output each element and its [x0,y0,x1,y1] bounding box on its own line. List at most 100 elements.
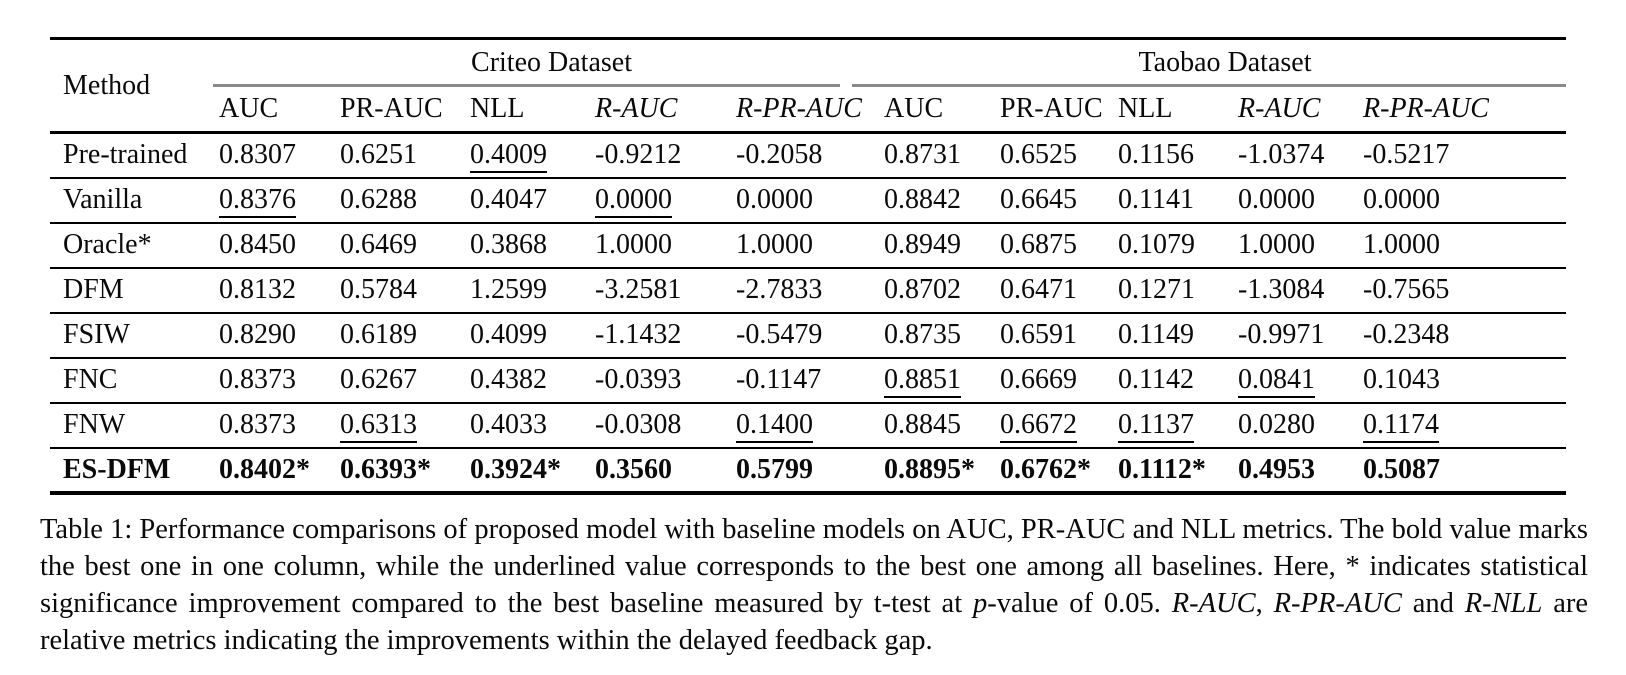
value: 0.6393* [340,453,431,485]
underlined-value: 0.4009 [470,139,547,174]
value: -3.2581 [595,274,682,305]
metric-column-header: R-AUC [1238,92,1321,124]
underlined-value: 0.8376 [219,184,296,218]
underlined-value: 0.8851 [884,364,962,398]
value: -0.7565 [1363,274,1450,305]
value-cell: 0.6251 [340,133,470,178]
value: 0.6525 [1000,139,1078,171]
value-cell: 0.6525 [1000,133,1118,178]
value: 0.8842 [884,184,962,215]
value: 1.0000 [736,229,813,260]
value: 0.6645 [1000,184,1078,215]
value-cell: 0.5784 [340,268,470,313]
value-cell: 0.6393* [340,448,470,493]
table-row: Oracle* 0.8450 0.6469 0.3868 1.0000 1.0000 0.8… [50,222,1567,268]
value-cell: 0.1043 [1363,358,1566,403]
table-row: Vanilla 0.8376 0.6288 0.4047 0.0000 0.0000 0.8… [50,177,1567,223]
value: 0.8845 [884,409,962,440]
underlined-value: 0.0000 [595,184,672,218]
value: 0.8949 [884,229,962,260]
value: -2.7833 [736,274,823,305]
value: -0.1147 [736,364,822,395]
value: 1.0000 [595,229,672,260]
value-cell: 0.4033 [470,403,595,448]
value: -1.1432 [595,319,682,350]
results-table-container: Method Criteo Dataset Taobao Dataset AUC… [50,37,1567,495]
method-cell: FSIW [63,319,130,350]
value: -0.9212 [595,139,682,171]
value-cell: 0.8949 [884,223,1000,268]
value: 0.5087 [1363,453,1441,485]
caption-text-segment: R-NLL [1464,588,1543,619]
method-cell: DFM [63,274,124,305]
value-cell: 0.1400 [736,403,884,448]
value: 0.0280 [1238,409,1316,440]
value: 0.4033 [470,409,547,440]
value-cell: 0.5799 [736,448,884,493]
results-table: Method Criteo Dataset Taobao Dataset AUC… [50,37,1567,495]
value-cell: -1.1432 [595,313,736,358]
value: -0.2058 [736,139,823,171]
underlined-value: 0.1137 [1118,409,1194,443]
method-cell: ES-DFM [63,453,171,485]
value-cell: 0.6471 [1000,268,1118,313]
method-column-header: Method [63,69,151,101]
value-cell: 0.6313 [340,403,470,448]
value-cell: 0.8376 [219,178,340,223]
value: -0.2348 [1363,319,1450,350]
value-cell: 0.6669 [1000,358,1118,403]
value-cell: 0.4382 [470,358,595,403]
value-cell: 0.3868 [470,223,595,268]
value: 0.4047 [470,184,547,215]
value-cell: 0.8842 [884,178,1000,223]
value-cell: 0.8895* [884,448,1000,493]
value-cell: 0.1174 [1363,403,1566,448]
value-cell: 0.0000 [736,178,884,223]
value-cell: -2.7833 [736,268,884,313]
value: 0.6762* [1000,453,1092,485]
value: 0.8373 [219,364,296,395]
caption-text-segment: are relative metrics indicating the impr… [40,588,1589,656]
value: 0.3868 [470,229,547,260]
group-header-row: Method Criteo Dataset Taobao Dataset [50,39,1567,101]
value-cell: 0.3924* [470,448,595,493]
caption-text-segment: and [1401,588,1465,619]
table-row: FNC 0.8373 0.6267 0.4382 -0.0393 -0.1147 0.885… [50,357,1567,403]
value-cell: 0.4047 [470,178,595,223]
value-cell: 0.8373 [219,403,340,448]
metric-column-header: AUC [219,92,279,124]
criteo-group-rule [213,83,841,87]
metric-column-header: AUC [884,92,944,124]
value-cell: -1.3084 [1238,268,1363,313]
value: 0.4953 [1238,453,1316,485]
value-cell: 0.0000 [1363,178,1566,223]
value-cell: 0.6591 [1000,313,1118,358]
method-cell: Vanilla [63,184,143,215]
value-cell: 0.8735 [884,313,1000,358]
value-cell: 0.6469 [340,223,470,268]
value: 0.1149 [1118,319,1194,350]
value: 0.6288 [340,184,417,215]
value: 0.1156 [1118,139,1194,171]
value-cell: 0.0000 [1238,178,1363,223]
value-cell: 0.8851 [884,358,1000,403]
value: -0.0393 [595,364,682,395]
value: 1.0000 [1363,229,1441,260]
value-cell: 0.4099 [470,313,595,358]
value: 0.3924* [470,453,561,485]
method-cell: FNW [63,409,126,440]
value-cell: 0.1079 [1118,223,1238,268]
value-cell: -0.2348 [1363,313,1566,358]
taobao-dataset-group-header: Taobao Dataset [852,39,1567,87]
value-cell: 0.6645 [1000,178,1118,223]
metric-column-header: R-AUC [595,92,678,124]
taobao-group-rule [852,83,1567,87]
value: 0.0000 [1363,184,1441,215]
value: 0.5799 [736,453,813,485]
caption-text-segment: p [972,588,988,619]
value-cell: 0.4009 [470,133,595,178]
value: 0.8307 [219,139,296,171]
method-cell: Pre-trained [63,139,188,171]
table-row: FNW 0.8373 0.6313 0.4033 -0.0308 0.1400 0.8845… [50,402,1567,448]
value-cell: 0.8290 [219,313,340,358]
